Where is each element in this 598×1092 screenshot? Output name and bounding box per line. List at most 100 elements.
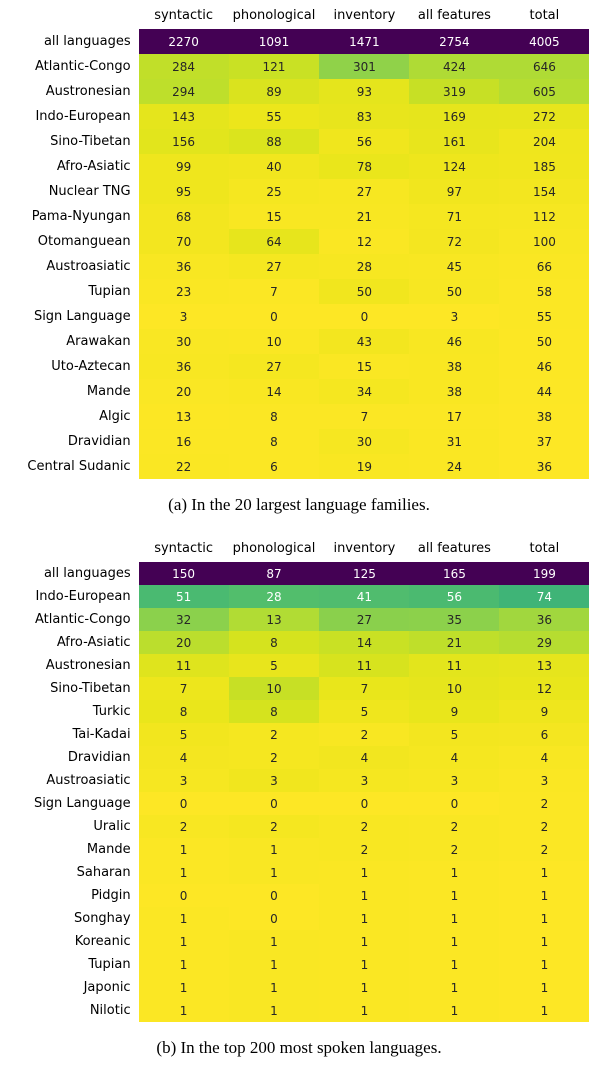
- heatmap-cell: 10: [229, 677, 320, 700]
- heatmap-cell: 36: [499, 608, 589, 631]
- heatmap-cell: 56: [319, 129, 409, 154]
- heatmap-cell: 4: [499, 746, 589, 769]
- row-header: Uto-Aztecan: [9, 354, 139, 379]
- heatmap-cell: 74: [499, 585, 589, 608]
- heatmap-cell: 0: [229, 884, 320, 907]
- heatmap-cell: 1: [499, 953, 589, 976]
- heatmap-cell: 2: [499, 792, 589, 815]
- heatmap-cell: 89: [229, 79, 320, 104]
- heatmap-cell: 272: [499, 104, 589, 129]
- heatmap-cell: 1: [139, 953, 229, 976]
- heatmap-cell: 44: [499, 379, 589, 404]
- row-header: Indo-European: [9, 104, 139, 129]
- heatmap-cell: 30: [139, 329, 229, 354]
- heatmap-cell: 5: [319, 700, 409, 723]
- column-header: syntactic: [139, 6, 229, 29]
- heatmap-cell: 25: [229, 179, 320, 204]
- heatmap-cell: 1: [229, 838, 320, 861]
- heatmap-cell: 605: [499, 79, 589, 104]
- heatmap-cell: 2: [409, 838, 499, 861]
- heatmap-cell: 11: [319, 654, 409, 677]
- row-header: Koreanic: [9, 930, 139, 953]
- heatmap-cell: 30: [319, 429, 409, 454]
- heatmap-cell: 112: [499, 204, 589, 229]
- heatmap-cell: 7: [139, 677, 229, 700]
- heatmap-cell: 121: [229, 54, 320, 79]
- row-header: Dravidian: [9, 429, 139, 454]
- heatmap-cell: 38: [499, 404, 589, 429]
- heatmap-cell: 1: [229, 999, 320, 1022]
- heatmap-cell: 3: [319, 769, 409, 792]
- heatmap-cell: 1: [139, 838, 229, 861]
- heatmap-cell: 13: [139, 404, 229, 429]
- heatmap-cell: 15: [229, 204, 320, 229]
- heatmap-cell: 12: [319, 229, 409, 254]
- row-header: Austroasiatic: [9, 769, 139, 792]
- heatmap-a: syntacticphonologicalinventoryall featur…: [6, 6, 592, 479]
- heatmap-cell: 2: [139, 815, 229, 838]
- heatmap-cell: 35: [409, 608, 499, 631]
- column-header: total: [499, 539, 589, 562]
- heatmap-cell: 17: [409, 404, 499, 429]
- column-header: inventory: [319, 6, 409, 29]
- heatmap-cell: 204: [499, 129, 589, 154]
- row-header: Pama-Nyungan: [9, 204, 139, 229]
- heatmap-cell: 45: [409, 254, 499, 279]
- heatmap-cell: 36: [139, 354, 229, 379]
- heatmap-cell: 8: [229, 700, 320, 723]
- heatmap-cell: 56: [409, 585, 499, 608]
- heatmap-cell: 3: [499, 769, 589, 792]
- heatmap-cell: 32: [139, 608, 229, 631]
- heatmap-cell: 1: [319, 953, 409, 976]
- heatmap-cell: 1: [409, 861, 499, 884]
- heatmap-cell: 8: [139, 700, 229, 723]
- heatmap-cell: 58: [499, 279, 589, 304]
- heatmap-table: syntacticphonologicalinventoryall featur…: [9, 539, 590, 1022]
- heatmap-cell: 70: [139, 229, 229, 254]
- column-header: total: [499, 6, 589, 29]
- heatmap-cell: 55: [229, 104, 320, 129]
- heatmap-cell: 99: [139, 154, 229, 179]
- heatmap-cell: 7: [319, 404, 409, 429]
- row-header: Atlantic-Congo: [9, 54, 139, 79]
- heatmap-cell: 1: [319, 884, 409, 907]
- row-header: Austronesian: [9, 79, 139, 104]
- row-header: Arawakan: [9, 329, 139, 354]
- heatmap-cell: 143: [139, 104, 229, 129]
- heatmap-cell: 28: [229, 585, 320, 608]
- heatmap-cell: 1: [229, 976, 320, 999]
- heatmap-cell: 125: [319, 562, 409, 585]
- heatmap-cell: 72: [409, 229, 499, 254]
- heatmap-cell: 78: [319, 154, 409, 179]
- heatmap-cell: 284: [139, 54, 229, 79]
- row-header: Nuclear TNG: [9, 179, 139, 204]
- row-header: Songhay: [9, 907, 139, 930]
- heatmap-cell: 24: [409, 454, 499, 479]
- heatmap-cell: 88: [229, 129, 320, 154]
- heatmap-cell: 1: [229, 861, 320, 884]
- heatmap-cell: 185: [499, 154, 589, 179]
- heatmap-cell: 14: [319, 631, 409, 654]
- row-header: Japonic: [9, 976, 139, 999]
- heatmap-cell: 2: [319, 815, 409, 838]
- heatmap-cell: 2270: [139, 29, 229, 54]
- heatmap-cell: 19: [319, 454, 409, 479]
- heatmap-cell: 34: [319, 379, 409, 404]
- heatmap-cell: 165: [409, 562, 499, 585]
- heatmap-cell: 1: [499, 976, 589, 999]
- heatmap-table: syntacticphonologicalinventoryall featur…: [9, 6, 590, 479]
- row-header: Algic: [9, 404, 139, 429]
- heatmap-cell: 1: [409, 907, 499, 930]
- heatmap-cell: 1: [499, 884, 589, 907]
- heatmap-cell: 1: [319, 976, 409, 999]
- heatmap-cell: 3: [409, 769, 499, 792]
- row-header: Tupian: [9, 953, 139, 976]
- heatmap-cell: 23: [139, 279, 229, 304]
- heatmap-cell: 55: [499, 304, 589, 329]
- row-header: Sino-Tibetan: [9, 129, 139, 154]
- row-header: Central Sudanic: [9, 454, 139, 479]
- column-header: inventory: [319, 539, 409, 562]
- heatmap-cell: 3: [139, 304, 229, 329]
- heatmap-cell: 2: [499, 815, 589, 838]
- heatmap-cell: 4: [139, 746, 229, 769]
